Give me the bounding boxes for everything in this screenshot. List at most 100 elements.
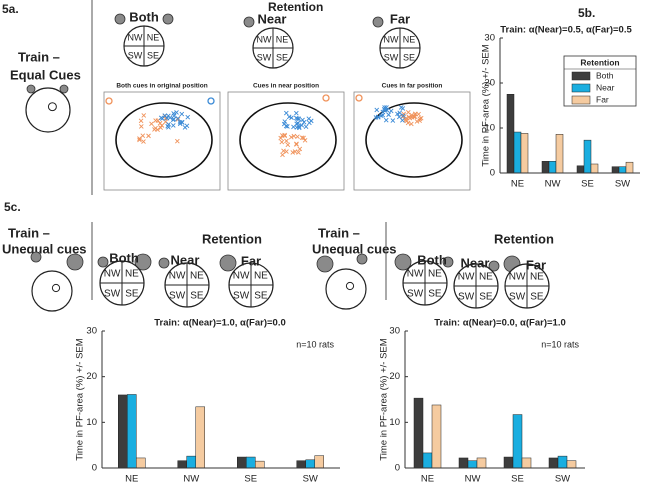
track-marker <box>380 112 386 118</box>
cue <box>114 13 126 25</box>
chart-title: Train: α(Near)=0.5, α(Far)=0.5 <box>500 25 632 36</box>
track-marker <box>149 121 154 127</box>
track-marker <box>374 107 380 113</box>
x-tick-label: SE <box>511 474 524 485</box>
cue <box>488 260 500 272</box>
bar <box>458 457 469 469</box>
quadrant-label: NE <box>403 34 416 44</box>
cue <box>316 255 334 273</box>
track-marker <box>308 118 314 124</box>
train-label: Train – <box>318 225 360 240</box>
arena <box>239 102 337 178</box>
quadrant-label: SE <box>403 52 415 62</box>
panel-label: 5a. <box>2 2 19 16</box>
track-marker <box>283 123 289 129</box>
track-marker <box>418 115 424 121</box>
y-tick-label: 30 <box>86 326 97 337</box>
track-marker <box>396 114 402 120</box>
quadrant-label: NW <box>407 269 424 280</box>
bar <box>520 133 529 174</box>
arena <box>115 102 213 178</box>
track-marker <box>292 149 298 154</box>
panel-caption: Both cues in original position <box>116 83 207 90</box>
track-marker <box>279 139 285 145</box>
track-marker <box>152 127 157 132</box>
train-label: Train – <box>8 225 50 240</box>
panel-frame <box>103 91 221 191</box>
heading: Retention <box>202 231 262 246</box>
track-marker <box>177 121 183 127</box>
quadrant-label: SW <box>458 292 475 303</box>
condition-label: Both <box>417 252 447 267</box>
bar <box>476 457 487 469</box>
chart-title: Train: α(Near)=1.0, α(Far)=0.0 <box>154 318 286 329</box>
quadrant-label: NW <box>233 271 250 282</box>
track-marker <box>407 115 413 121</box>
cue-marker <box>207 97 215 105</box>
quadrant-label: NW <box>384 34 399 44</box>
bar <box>618 166 627 174</box>
cue <box>66 253 84 271</box>
bar <box>177 460 187 469</box>
condition-label: Far <box>241 253 261 268</box>
condition-label: Near <box>461 255 490 270</box>
track-marker <box>284 138 289 144</box>
quadrant-label: NW <box>104 269 121 280</box>
bar <box>246 456 256 469</box>
platform <box>51 283 61 293</box>
heading: Retention <box>494 231 554 246</box>
platform <box>47 102 57 112</box>
condition-label: Far <box>526 257 546 272</box>
bar <box>127 394 137 469</box>
track-marker <box>386 112 391 118</box>
bar <box>548 457 559 469</box>
legend-label: Near <box>596 82 615 92</box>
bar <box>195 406 205 469</box>
track-marker <box>166 124 171 130</box>
y-axis-label: Time in PF-area (%) +/- SEM <box>481 44 492 166</box>
y-tick-label: 10 <box>484 123 495 134</box>
track-marker <box>294 110 299 116</box>
cue-marker <box>105 97 113 105</box>
annotation: n=10 rats <box>541 339 579 349</box>
arena <box>25 87 71 133</box>
track-marker <box>141 139 146 144</box>
chart-title: Train: α(Near)=0.0, α(Far)=1.0 <box>434 318 566 329</box>
arena <box>31 270 73 312</box>
x-tick-label: SE <box>244 474 257 485</box>
legend-label: Both <box>596 70 614 80</box>
x-tick-label: NW <box>545 179 561 190</box>
quadrant-label: NW <box>458 272 475 283</box>
bar <box>512 414 523 469</box>
legend-swatch <box>571 95 591 105</box>
bar <box>566 460 577 469</box>
track-marker <box>297 146 303 152</box>
quadrant-label: SE <box>530 292 544 303</box>
track-marker <box>301 135 306 141</box>
track-marker <box>282 132 287 138</box>
panel-label: 5b. <box>578 6 595 20</box>
track-marker <box>285 142 291 148</box>
track-marker <box>288 134 294 140</box>
bar <box>296 460 306 469</box>
track-marker <box>280 152 285 158</box>
track-marker <box>300 117 305 123</box>
track-marker <box>409 112 415 118</box>
track-marker <box>171 111 176 116</box>
cue <box>59 84 69 94</box>
train-label: Unequal cues <box>312 241 397 256</box>
track-marker <box>381 106 387 112</box>
quadrant-label: SE <box>254 291 268 302</box>
quadrant-label: NE <box>125 269 139 280</box>
y-tick-label: 20 <box>389 371 400 382</box>
bar <box>541 161 550 174</box>
track-marker <box>170 123 176 128</box>
quadrant-label: NE <box>530 272 544 283</box>
y-tick-label: 0 <box>395 463 400 474</box>
track-marker <box>296 116 302 122</box>
cue <box>219 254 237 272</box>
track-marker <box>285 124 290 129</box>
cue <box>30 251 42 263</box>
panel-frame <box>353 91 471 191</box>
